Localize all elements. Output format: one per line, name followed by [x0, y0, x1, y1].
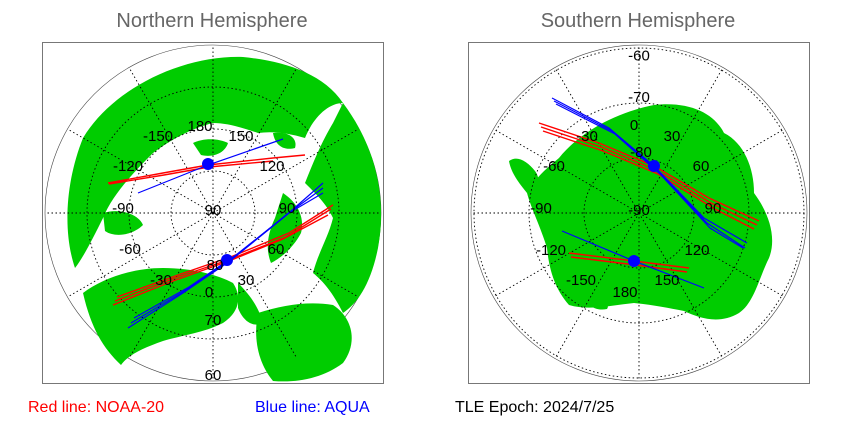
- north-lon-label: -30: [150, 272, 172, 289]
- north-satellite-marker-2: [221, 254, 233, 266]
- north-lat-label: 80: [207, 257, 224, 274]
- south-lon-label: -60: [543, 158, 565, 175]
- north-lat-labels: 90 80 70 60: [205, 202, 224, 383]
- north-lon-label: 120: [259, 158, 284, 175]
- south-lon-label: 90: [705, 200, 722, 217]
- north-lon-label: -120: [113, 158, 143, 175]
- north-lon-label: -90: [112, 200, 134, 217]
- north-lon-label: 60: [268, 241, 285, 258]
- north-satellite-marker-1: [202, 158, 214, 170]
- south-lon-label: 180: [612, 284, 637, 301]
- south-lat-label: -70: [628, 89, 650, 106]
- north-lon-label: 90: [279, 200, 296, 217]
- legend-aqua: Blue line: AQUA: [255, 399, 370, 416]
- north-lon-label: 180: [187, 118, 212, 135]
- north-lon-label: -150: [143, 128, 173, 145]
- north-lon-grid: [45, 45, 381, 381]
- south-lon-label: 150: [654, 272, 679, 289]
- north-lon-label: 30: [238, 272, 255, 289]
- north-lon-labels: 180 150 120 90 60 30 0 -30 -60 -90 -120 …: [112, 118, 295, 301]
- south-lon-label: -120: [536, 242, 566, 259]
- south-lon-label: 30: [664, 128, 681, 145]
- south-lat-label: -80: [630, 144, 652, 161]
- south-satellite-marker-1: [648, 160, 660, 172]
- south-lon-label: -150: [566, 272, 596, 289]
- north-lon-label: 0: [205, 284, 213, 301]
- north-lat-label: 60: [205, 367, 222, 383]
- south-lon-label: 120: [684, 242, 709, 259]
- north-lat-label: 70: [205, 312, 222, 329]
- south-lon-label: 0: [630, 117, 638, 134]
- south-lon-label: -90: [530, 200, 552, 217]
- south-map-svg: 0 30 60 90 120 150 180 -150 -120 -90 -60…: [470, 44, 808, 382]
- north-aqua-tracks: [127, 138, 324, 329]
- north-lon-label: -60: [119, 241, 141, 258]
- north-lat-label: 90: [205, 202, 222, 219]
- south-lon-grid: [471, 45, 807, 381]
- north-map-title: Northern Hemisphere: [116, 10, 308, 32]
- south-lat-labels: -90 -80 -70 -60: [628, 48, 652, 220]
- south-map-title: Southern Hemisphere: [540, 10, 736, 32]
- south-lon-label: -30: [576, 128, 598, 145]
- south-polar-map: 0 30 60 90 120 150 180 -150 -120 -90 -60…: [468, 42, 810, 384]
- north-polar-map: 180 150 120 90 60 30 0 -30 -60 -90 -120 …: [42, 42, 384, 384]
- north-land: [67, 56, 382, 382]
- south-land: [509, 104, 773, 320]
- tle-epoch: TLE Epoch: 2024/7/25: [455, 399, 615, 416]
- south-satellite-marker-2: [628, 255, 640, 267]
- south-lat-label: -60: [628, 48, 650, 65]
- legend-noaa20: Red line: NOAA-20: [28, 399, 165, 416]
- north-lon-label: 150: [228, 128, 253, 145]
- south-lon-label: 60: [693, 158, 710, 175]
- north-map-svg: 180 150 120 90 60 30 0 -30 -60 -90 -120 …: [44, 44, 382, 383]
- south-lat-label: -90: [628, 202, 650, 219]
- south-lon-labels: 0 30 60 90 120 150 180 -150 -120 -90 -60…: [530, 117, 721, 301]
